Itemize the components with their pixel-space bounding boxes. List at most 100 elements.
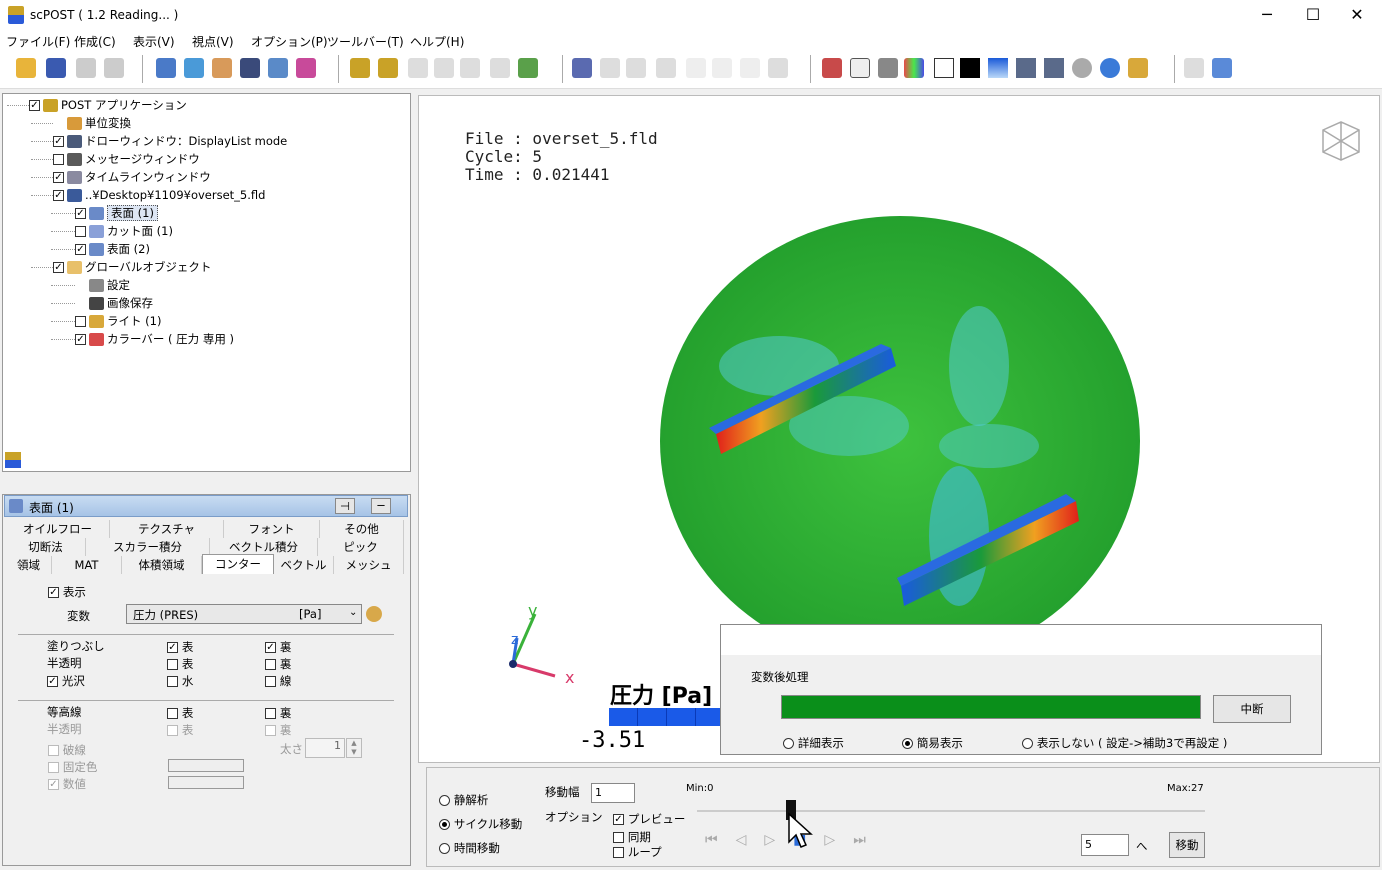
a-icon[interactable] — [1100, 58, 1120, 78]
table-icon[interactable] — [768, 58, 788, 78]
tree-checkbox[interactable]: ✓ — [53, 262, 64, 273]
pin-button[interactable]: ⊣ — [335, 498, 355, 514]
glasses-icon[interactable] — [626, 58, 646, 78]
contour-front-checkbox[interactable]: 表 — [167, 705, 193, 721]
disabled3-icon[interactable] — [740, 58, 760, 78]
water-checkbox[interactable]: 水 — [167, 673, 193, 689]
tab-mat[interactable]: MAT — [52, 556, 122, 574]
tree-checkbox[interactable]: ✓ — [75, 334, 86, 345]
sync-checkbox[interactable]: 同期 — [613, 829, 651, 845]
tree-item[interactable]: ✓ グローバルオブジェクト — [7, 258, 410, 276]
prev-frame-icon[interactable]: ◁ — [735, 832, 765, 848]
contour-trans-front-checkbox[interactable]: 表 — [167, 722, 193, 738]
tab-pick[interactable]: ピック — [318, 538, 404, 556]
tree-item[interactable]: ✓ 表面 (1) — [7, 204, 410, 222]
variable-select[interactable]: 圧力 (PRES) [Pa] ⌄ — [126, 604, 362, 624]
contour-back-checkbox[interactable]: 裏 — [265, 705, 291, 721]
tree-checkbox[interactable] — [53, 154, 64, 165]
menu-create[interactable]: 作成(C) — [74, 35, 116, 49]
pointer2-icon[interactable] — [1212, 58, 1232, 78]
maximize-button[interactable]: ☐ — [1305, 5, 1321, 24]
filter-icon[interactable] — [878, 58, 898, 78]
hand-icon[interactable] — [212, 58, 232, 78]
translucent-front-checkbox[interactable]: 表 — [167, 656, 193, 672]
tab-oil-flow[interactable]: オイルフロー — [6, 520, 110, 538]
cycle-slider-track[interactable] — [697, 810, 1205, 812]
translucent-back-checkbox[interactable]: 裏 — [265, 656, 291, 672]
last-frame-icon[interactable]: ⏭ — [853, 832, 884, 848]
menu-help[interactable]: ヘルプ(H) — [410, 35, 465, 49]
static-radio[interactable]: 静解析 — [439, 792, 488, 808]
tree-item[interactable]: ✓ カラーバー ( 圧力 専用 ) — [7, 330, 410, 348]
redo-icon[interactable] — [104, 58, 124, 78]
tab-scalar-integral[interactable]: スカラー積分 — [86, 538, 210, 556]
collapse-button[interactable]: − — [371, 498, 391, 514]
view-cube-icon[interactable] — [1319, 118, 1363, 164]
menu-file[interactable]: ファイル(F) — [6, 35, 71, 49]
opt-simple-radio[interactable]: 簡易表示 — [902, 735, 963, 751]
film-icon[interactable] — [240, 58, 260, 78]
tree-item[interactable]: ✓ ..¥Desktop¥1109¥overset_5.fld — [7, 186, 410, 204]
color-icon[interactable] — [296, 58, 316, 78]
disabled2-icon[interactable] — [712, 58, 732, 78]
tab-volume-region[interactable]: 体積領域 — [122, 556, 202, 574]
surface-tool-icon[interactable] — [184, 58, 204, 78]
tree-item[interactable]: メッセージウィンドウ — [7, 150, 410, 168]
gloss-checkbox[interactable]: ✓ 光沢 — [47, 674, 85, 688]
cancel-button[interactable]: 中断 — [1213, 695, 1291, 723]
tree-item[interactable]: カット面 (1) — [7, 222, 410, 240]
opt-hide-radio[interactable]: 表示しない ( 設定->補助3で再設定 ) — [1022, 735, 1227, 751]
eye-icon[interactable] — [572, 58, 592, 78]
thickness-input[interactable]: 1 — [305, 738, 345, 758]
tab-contour[interactable]: コンター — [202, 554, 274, 574]
value-swatch[interactable] — [168, 776, 244, 789]
preview-checkbox[interactable]: ✓ プレビュー — [613, 812, 686, 826]
copy2-icon[interactable] — [434, 58, 454, 78]
gradient-bg-icon[interactable] — [988, 58, 1008, 78]
save-icon[interactable] — [46, 58, 66, 78]
tree-checkbox[interactable]: ✓ — [75, 244, 86, 255]
tree-item[interactable]: ✓ POST アプリケーション — [7, 96, 410, 114]
print-icon[interactable] — [490, 58, 510, 78]
tree-checkbox[interactable]: ✓ — [75, 208, 86, 219]
step-input[interactable]: 1 — [591, 783, 635, 803]
minimize-button[interactable]: ─ — [1262, 5, 1272, 24]
open-icon[interactable] — [16, 58, 36, 78]
fill-back-checkbox[interactable]: ✓ 裏 — [265, 640, 292, 654]
tree-item[interactable]: 単位変換 — [7, 114, 410, 132]
menu-view[interactable]: 表示(V) — [133, 35, 175, 49]
menu-viewpoint[interactable]: 視点(V) — [192, 35, 234, 49]
tab-cutting[interactable]: 切断法 — [6, 538, 86, 556]
post-app-icon[interactable] — [350, 58, 370, 78]
tab-mesh[interactable]: メッシュ — [334, 556, 404, 574]
value-checkbox[interactable]: ✓ 数値 — [48, 777, 86, 791]
tab-vector[interactable]: ベクトル — [274, 556, 334, 574]
fixed-color-swatch[interactable] — [168, 759, 244, 772]
time-move-radio[interactable]: 時間移動 — [439, 840, 500, 856]
disabled-icon[interactable] — [686, 58, 706, 78]
line-checkbox[interactable]: 線 — [265, 673, 291, 689]
copy3-icon[interactable] — [460, 58, 480, 78]
cycle-slider-thumb[interactable] — [786, 800, 797, 820]
close-button[interactable]: ✕ — [1350, 5, 1364, 24]
first-frame-icon[interactable]: ⏮ — [705, 832, 736, 848]
tree-item[interactable]: ✓ 表面 (2) — [7, 240, 410, 258]
pointer-icon[interactable] — [1184, 58, 1204, 78]
fixed-color-checkbox[interactable]: 固定色 — [48, 759, 97, 775]
record-icon[interactable] — [822, 58, 842, 78]
tree-item[interactable]: 設定 — [7, 276, 410, 294]
tab-region[interactable]: 領域 — [6, 556, 52, 574]
tree-checkbox[interactable]: ✓ — [53, 136, 64, 147]
copy-icon[interactable] — [408, 58, 428, 78]
menu-options[interactable]: オプション(P) — [251, 35, 328, 49]
model-icon[interactable] — [156, 58, 176, 78]
tree-item[interactable]: ✓ ドローウィンドウ：DisplayList mode — [7, 132, 410, 150]
undo-icon[interactable] — [76, 58, 96, 78]
dashed-checkbox[interactable]: 破線 — [48, 742, 86, 758]
s-icon[interactable] — [1016, 58, 1036, 78]
move-button[interactable]: 移動 — [1169, 832, 1205, 858]
tab-other[interactable]: その他 — [320, 520, 404, 538]
play-back-icon[interactable]: ▷ — [764, 832, 794, 848]
tree-item[interactable]: 画像保存 — [7, 294, 410, 312]
white-bg-icon[interactable] — [934, 58, 954, 78]
